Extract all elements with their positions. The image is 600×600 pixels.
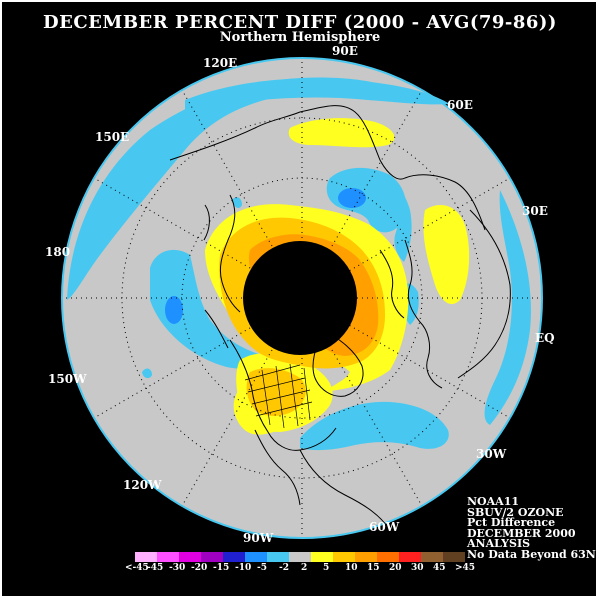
- info-instrument: SBUV/2 OZONE: [467, 505, 564, 519]
- legend-label: 15: [367, 563, 380, 573]
- legend-label: 10: [345, 563, 358, 573]
- coast-north-america: [229, 339, 337, 451]
- coast-asia-north: [169, 105, 486, 231]
- coast-asia-east: [219, 194, 241, 313]
- coast-kamchatka: [203, 204, 210, 241]
- blue-band-north-strip: [185, 78, 450, 112]
- blue-band-south-east: [484, 190, 531, 425]
- legend-label: -15: [213, 563, 230, 573]
- legend-label: 2: [301, 563, 308, 573]
- page-subtitle: Northern Hemisphere: [219, 30, 381, 45]
- blue-loop-siberia: [326, 167, 406, 233]
- legend-swatch: [399, 552, 421, 562]
- coast-greenland: [312, 329, 364, 397]
- legend-swatch: [377, 552, 399, 562]
- legend-swatch: [333, 552, 355, 562]
- legend-label: 45: [433, 563, 446, 573]
- legend-labels: <-45 -45 -30 -20 -15 -10 -5 -2 2 5 10 15 20 30 45 >45: [125, 563, 475, 575]
- longitude-label-120e: 120E: [203, 56, 238, 70]
- legend-label: >45: [455, 563, 476, 573]
- legend-swatch: [245, 552, 267, 562]
- longitude-label-120w: 120W: [123, 478, 162, 492]
- info-block: NOAA11 SBUV/2 OZONE Pct Difference DECEM…: [467, 495, 596, 561]
- coast-south-america: [299, 449, 391, 531]
- gold-north-america: [246, 368, 306, 416]
- blue-arc-pacific: [150, 249, 262, 369]
- coast-europe: [404, 239, 443, 389]
- info-satellite: NOAA11: [467, 495, 520, 508]
- legend-label: -2: [279, 563, 289, 573]
- coast-central-america: [254, 429, 301, 506]
- coast-alaska: [204, 309, 229, 349]
- blue-band-atlantic: [300, 401, 449, 451]
- no-data-polar-cap: [243, 241, 357, 355]
- longitude-label-180: 180: [45, 245, 71, 259]
- longitude-label-90w: 90W: [243, 531, 274, 545]
- legend-swatch: [201, 552, 223, 562]
- coastlines: [169, 105, 511, 531]
- info-quantity: Pct Difference: [467, 516, 556, 529]
- yellow-east-asia-strip: [288, 118, 395, 148]
- dark-blue-pacific: [165, 296, 183, 324]
- legend-label: -45: [147, 563, 164, 573]
- longitude-label-30e: 30E: [522, 204, 548, 218]
- legend-swatch: [157, 552, 179, 562]
- legend-swatch: [421, 552, 443, 562]
- legend-label: -30: [169, 563, 186, 573]
- legend-swatch: [135, 552, 157, 562]
- longitude-label-60w: 60W: [369, 520, 400, 534]
- info-analysis: ANALYSIS: [467, 537, 531, 550]
- dark-blue-siberia: [338, 188, 366, 208]
- longitude-label-30w: 30W: [476, 447, 507, 461]
- blue-dot-pacific: [142, 368, 152, 379]
- longitude-label-eq: EQ: [535, 331, 555, 345]
- legend-label: -5: [257, 563, 267, 573]
- info-period: DECEMBER 2000: [467, 526, 576, 540]
- legend-swatch: [223, 552, 245, 562]
- legend-label: 20: [389, 563, 402, 573]
- longitude-label-150w: 150W: [48, 372, 87, 386]
- longitude-label-150e: 150E: [95, 130, 130, 144]
- color-legend: [135, 552, 465, 562]
- legend-swatch: [443, 552, 465, 562]
- blue-small-asia: [232, 197, 242, 208]
- legend-swatch: [311, 552, 333, 562]
- legend-label: <-45: [125, 563, 149, 573]
- legend-swatch: [267, 552, 289, 562]
- legend-label: -20: [191, 563, 208, 573]
- longitude-label-90e: 90E: [332, 44, 358, 58]
- graticule: [62, 58, 542, 538]
- info-no-data-note: No Data Beyond 63N: [467, 547, 596, 561]
- legend-label: 5: [323, 563, 330, 573]
- legend-swatch: [355, 552, 377, 562]
- blue-band-north-west: [67, 77, 401, 300]
- legend-label: -10: [235, 563, 252, 573]
- us-state-lines: [244, 363, 313, 429]
- coast-africa: [457, 209, 511, 379]
- legend-swatch: [289, 552, 311, 562]
- strong-negative-anomaly-regions: [165, 188, 366, 324]
- longitude-label-60e: 60E: [447, 98, 473, 112]
- yellow-europe: [423, 205, 470, 305]
- coast-scandinavia: [379, 249, 405, 319]
- legend-swatch: [179, 552, 201, 562]
- legend-label: 30: [411, 563, 424, 573]
- page-title: DECEMBER PERCENT DIFF (2000 - AVG(79-86)…: [43, 12, 557, 33]
